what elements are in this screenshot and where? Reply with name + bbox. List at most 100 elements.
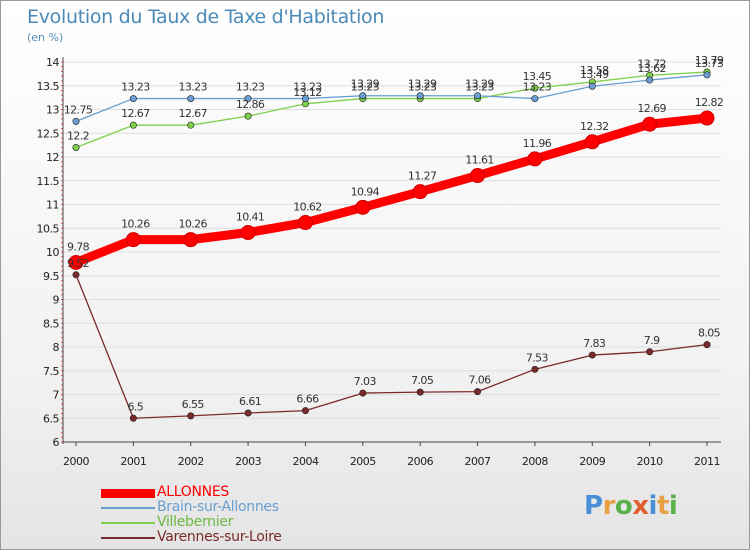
data-point: [244, 112, 252, 120]
y-tick-label: 11.5: [37, 175, 60, 188]
data-point: [244, 409, 252, 417]
data-label: 7.83: [583, 337, 606, 350]
data-point: [646, 348, 654, 356]
y-tick-label: 12.5: [37, 127, 60, 140]
data-point: [301, 95, 309, 103]
data-point: [355, 199, 371, 215]
data-point: [129, 121, 137, 129]
y-tick-label: 13.5: [37, 80, 60, 93]
y-tick-label: 6: [53, 436, 60, 449]
x-tick-label: 2003: [235, 455, 261, 468]
data-label: 13.72: [637, 57, 666, 70]
data-label: 11.27: [408, 170, 437, 183]
data-point: [474, 388, 482, 396]
legend-swatch: [101, 507, 155, 509]
data-label: 11.61: [465, 154, 494, 167]
series-line-2: [75, 71, 708, 149]
data-point: [646, 76, 654, 84]
series-line-0: [71, 113, 712, 267]
data-label: 13.23: [465, 81, 494, 94]
data-label: 13.45: [523, 70, 552, 83]
data-point: [244, 95, 252, 103]
y-tick-label: 14: [46, 56, 59, 69]
data-label: 12.86: [236, 98, 265, 111]
logo-letter: x: [632, 491, 649, 521]
x-tick-label: 2007: [465, 455, 491, 468]
data-label: 13.29: [465, 78, 494, 91]
x-tick-label: 2005: [350, 455, 376, 468]
data-label: 13.23: [121, 81, 150, 94]
data-point: [531, 84, 539, 92]
data-label: 13.23: [408, 81, 437, 94]
data-label: 13.23: [351, 81, 380, 94]
y-tick-label: 6.5: [43, 412, 59, 425]
data-point: [527, 151, 543, 167]
data-label: 12.2: [67, 130, 89, 143]
legend-label: Villebernier: [157, 514, 234, 530]
y-tick-label: 9: [53, 294, 60, 307]
x-tick-label: 2001: [120, 455, 146, 468]
data-point: [703, 71, 711, 79]
data-label: 13.23: [178, 81, 207, 94]
logo-letter: P: [584, 491, 603, 521]
data-point: [588, 82, 596, 90]
x-tick-label: 2008: [522, 455, 548, 468]
data-label: 6.66: [296, 393, 319, 406]
data-label: 10.41: [236, 211, 265, 224]
data-point: [531, 95, 539, 103]
x-tick-label: 2006: [407, 455, 433, 468]
y-tick-label: 11: [46, 199, 59, 212]
data-label: 13.23: [293, 81, 322, 94]
data-label: 13.29: [408, 78, 437, 91]
data-label: 6.5: [128, 400, 144, 413]
data-point: [584, 134, 600, 150]
data-label: 6.61: [239, 395, 261, 408]
data-label: 7.03: [354, 375, 377, 388]
data-point: [297, 215, 313, 231]
data-point: [588, 351, 596, 359]
data-label: 7.05: [411, 374, 434, 387]
logo-letter: t: [656, 491, 669, 521]
legend-label: Brain-sur-Allonnes: [157, 499, 279, 515]
series-line-3: [75, 274, 708, 419]
data-point: [68, 254, 84, 270]
chart-subtitle: (en %): [27, 31, 64, 44]
legend-label: ALLONNES: [157, 484, 229, 500]
data-label: 10.26: [121, 218, 150, 231]
logo-letter: o: [614, 491, 633, 521]
x-tick-label: 2009: [579, 455, 605, 468]
data-label: 13.12: [293, 86, 322, 99]
data-label: 11.96: [523, 137, 552, 150]
y-tick-label: 10: [46, 246, 59, 259]
x-tick-label: 2002: [178, 455, 204, 468]
data-label: 8.05: [698, 327, 721, 340]
data-label: 13.23: [523, 81, 552, 94]
data-label: 13.73: [695, 57, 724, 70]
data-label: 13.62: [637, 62, 666, 75]
data-label: 12.75: [64, 103, 93, 116]
data-point: [183, 232, 199, 248]
data-label: 10.26: [178, 218, 207, 231]
x-tick-label: 2010: [637, 455, 663, 468]
y-tick-label: 8: [53, 341, 60, 354]
data-label: 12.69: [637, 102, 666, 115]
proxiti-logo: Proxiti: [584, 491, 678, 521]
data-point: [359, 389, 367, 397]
x-tick-label: 2011: [694, 455, 720, 468]
y-tick-label: 8.5: [43, 317, 59, 330]
data-label: 12.67: [121, 107, 150, 120]
legend-swatch: [101, 489, 155, 498]
data-label: 13.23: [236, 81, 265, 94]
data-point: [703, 341, 711, 349]
data-point: [187, 121, 195, 129]
chart-title: Evolution du Taux de Taxe d'Habitation: [27, 6, 385, 28]
data-point: [72, 144, 80, 152]
data-label: 10.94: [351, 185, 380, 198]
data-label: 9.78: [67, 240, 90, 253]
data-label: 13.29: [351, 78, 380, 91]
data-point: [531, 365, 539, 373]
data-label: 13.49: [580, 68, 609, 81]
data-point: [129, 95, 137, 103]
